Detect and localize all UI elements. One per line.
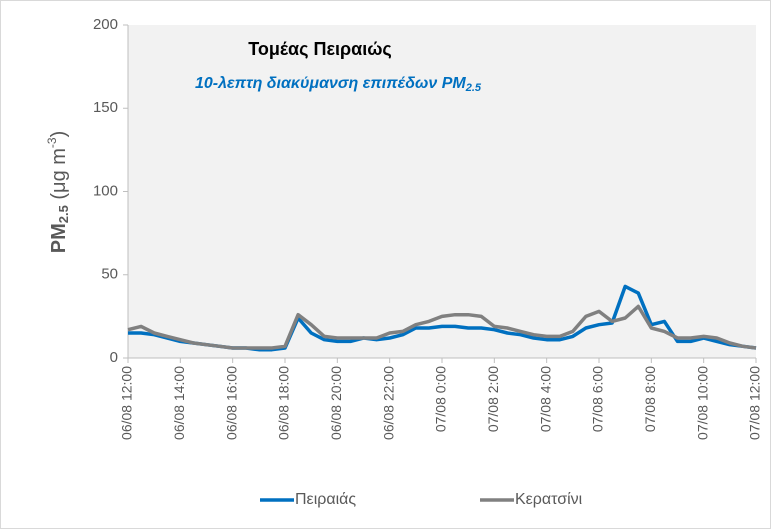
x-tick-label: 06/08 18:00	[276, 366, 292, 440]
x-tick-label: 07/08 8:00	[642, 366, 658, 432]
y-label-sub: 2.5	[56, 205, 71, 223]
y-tick-label: 150	[93, 99, 118, 116]
x-tick-label: 06/08 22:00	[380, 366, 396, 440]
legend-label: Πειραιάς	[295, 491, 356, 508]
legend-label: Κερατσίνι	[515, 491, 583, 508]
x-tick-label: 07/08 10:00	[694, 366, 710, 440]
x-tick-label: 07/08 12:00	[747, 366, 763, 440]
y-tick-label: 200	[93, 16, 118, 33]
y-tick-label: 50	[101, 266, 118, 283]
y-label-sup: -3	[45, 137, 59, 148]
chart-title: Τομέας Πειραιώς	[248, 39, 392, 59]
y-label-unit: (μg m	[48, 148, 70, 205]
x-tick-label: 07/08 0:00	[433, 366, 449, 432]
x-tick-label: 07/08 2:00	[485, 366, 501, 432]
x-tick-label: 06/08 14:00	[171, 366, 187, 440]
y-label-end: )	[48, 131, 70, 138]
chart-subtitle: 10-λεπτη διακύμανση επιπέδων PM2.5	[195, 75, 482, 94]
x-tick-label: 07/08 4:00	[537, 366, 553, 432]
x-tick-label: 06/08 20:00	[328, 366, 344, 440]
y-tick-label: 0	[110, 349, 118, 366]
x-tick-label: 06/08 16:00	[223, 366, 239, 440]
series-line	[127, 304, 757, 350]
subtitle-sub: 2.5	[465, 82, 482, 94]
subtitle-text: 10-λεπτη διακύμανση επιπέδων PM	[195, 75, 466, 92]
y-tick-label: 100	[93, 182, 118, 199]
y-label-text: PM	[48, 223, 70, 253]
plot-area	[128, 25, 756, 358]
x-tick-label: 07/08 6:00	[590, 366, 606, 432]
y-axis-label: PM2.5 (μg m-3)	[45, 131, 71, 254]
x-tick-label: 06/08 12:00	[119, 366, 135, 440]
